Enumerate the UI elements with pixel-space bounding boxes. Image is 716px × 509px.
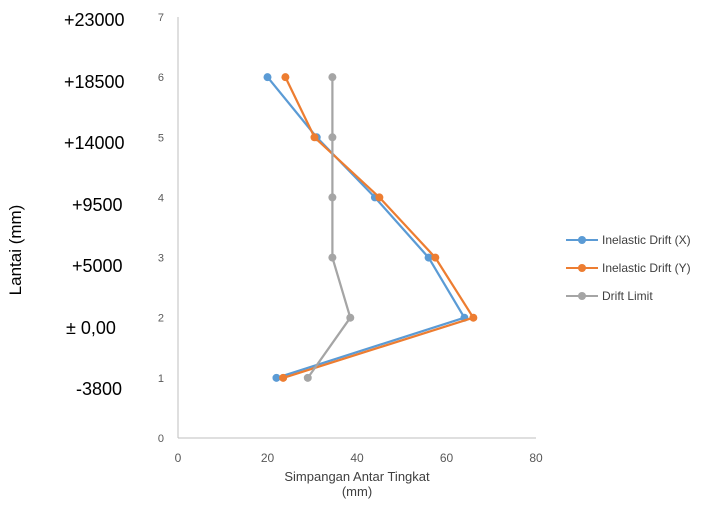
floor-label: +9500 — [72, 194, 123, 215]
legend-swatch — [566, 291, 598, 301]
series-point — [431, 253, 440, 262]
floor-label: +5000 — [72, 256, 123, 276]
legend-label: Drift Limit — [602, 289, 653, 303]
series-line — [266, 76, 466, 379]
series-point — [263, 73, 272, 82]
series-point — [424, 253, 433, 262]
y-tick-label: 1 — [158, 373, 164, 385]
series-point — [279, 373, 288, 382]
x-tick-label: 80 — [529, 451, 543, 465]
series-point — [310, 133, 319, 142]
x-axis-title-line2: (mm) — [341, 484, 373, 499]
series-line — [306, 77, 352, 379]
series-line — [282, 76, 475, 379]
y-tick-label: 4 — [158, 192, 164, 204]
x-axis-title: Simpangan Antar Tingkat (mm) — [247, 469, 467, 499]
x-tick-label: 20 — [261, 451, 275, 465]
series-point — [281, 73, 290, 82]
floor-label: -3800 — [76, 379, 123, 399]
x-tick-label: 60 — [440, 451, 454, 465]
y-tick-label: 6 — [158, 72, 164, 84]
series-point — [328, 133, 337, 142]
legend-swatch — [566, 235, 598, 245]
series-point — [272, 373, 281, 382]
y-tick-label: 0 — [158, 433, 164, 445]
x-tick-label: 40 — [350, 451, 364, 465]
x-tick-label: 0 — [175, 451, 182, 465]
y-tick-label: 5 — [158, 132, 164, 144]
legend-label: Inelastic Drift (X) — [602, 233, 691, 247]
series-point — [375, 193, 384, 202]
x-axis-title-line1: Simpangan Antar Tingkat — [284, 469, 430, 484]
legend-item: Drift Limit — [566, 282, 691, 310]
floor-label: +14000 — [64, 133, 125, 153]
y-tick-label: 2 — [158, 313, 164, 325]
legend-swatch — [566, 263, 598, 273]
legend-item: Inelastic Drift (X) — [566, 226, 691, 254]
series-point — [328, 253, 337, 262]
series-point — [303, 373, 312, 382]
floor-label: +18500 — [64, 71, 125, 92]
y-tick-label: 7 — [158, 12, 164, 24]
floor-label: ± 0,00 — [66, 317, 116, 338]
y-tick-label: 3 — [158, 253, 164, 265]
chart-legend: Inelastic Drift (X) Inelastic Drift (Y) Dr… — [566, 226, 691, 310]
legend-label: Inelastic Drift (Y) — [602, 261, 691, 275]
series-point — [469, 313, 478, 322]
floor-label: +23000 — [64, 10, 125, 30]
series-point — [328, 73, 337, 82]
series-point — [328, 193, 337, 202]
legend-item: Inelastic Drift (Y) — [566, 254, 691, 282]
series-point — [346, 313, 355, 322]
